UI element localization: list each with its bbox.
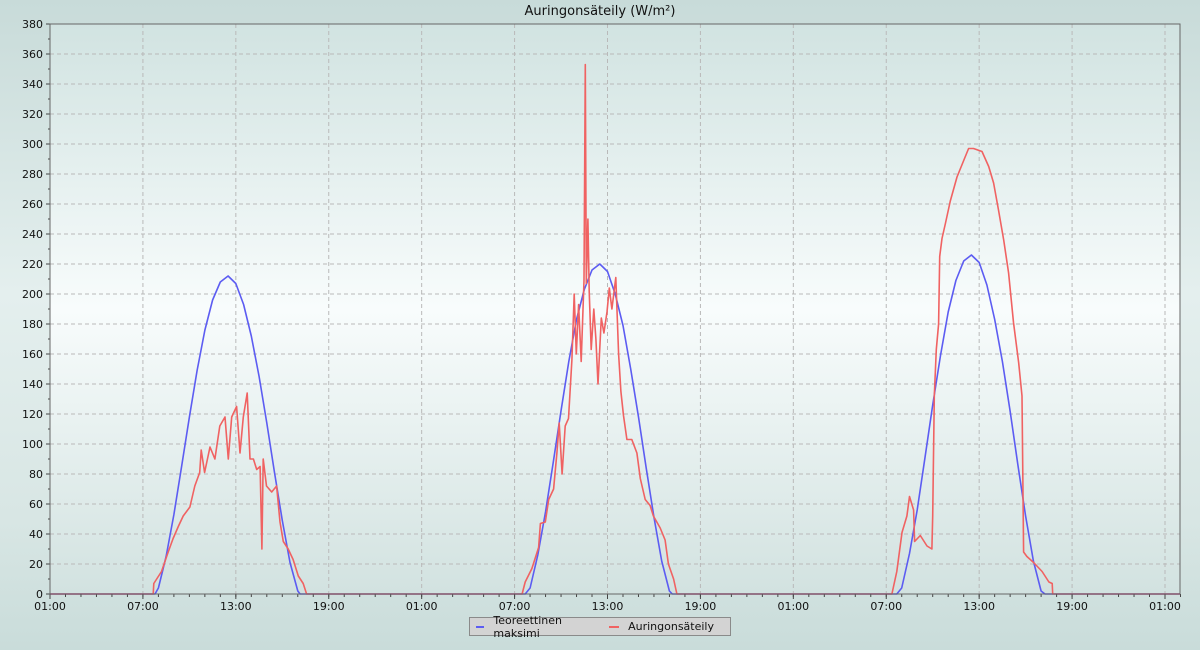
x-tick-label: 07:00 — [127, 600, 159, 613]
y-tick-label: 240 — [22, 228, 43, 241]
x-tick-label: 13:00 — [592, 600, 624, 613]
legend-item-theoretical-max: Teoreettinen maksimi — [476, 614, 593, 640]
series-line-solar-radiation — [50, 63, 1181, 595]
y-tick-label: 320 — [22, 108, 43, 121]
legend-label: Auringonsäteily — [628, 620, 714, 633]
y-tick-label: 20 — [29, 558, 43, 571]
legend: Teoreettinen maksimi Auringonsäteily — [469, 614, 731, 640]
x-tick-label: 19:00 — [685, 600, 717, 613]
legend-swatch-blue — [476, 625, 485, 628]
y-tick-label: 40 — [29, 528, 43, 541]
x-tick-label: 13:00 — [963, 600, 995, 613]
y-tick-label: 100 — [22, 438, 43, 451]
y-tick-label: 340 — [22, 78, 43, 91]
y-tick-label: 140 — [22, 378, 43, 391]
y-tick-label: 80 — [29, 468, 43, 481]
x-tick-label: 13:00 — [220, 600, 252, 613]
y-tick-label: 220 — [22, 258, 43, 271]
x-tick-label: 01:00 — [406, 600, 438, 613]
x-tick-label: 07:00 — [499, 600, 531, 613]
x-tick-label: 19:00 — [313, 600, 345, 613]
y-tick-label: 200 — [22, 288, 43, 301]
x-tick-label: 01:00 — [777, 600, 809, 613]
y-tick-label: 0 — [36, 588, 43, 601]
y-tick-label: 120 — [22, 408, 43, 421]
legend-item-solar-radiation: Auringonsäteily — [609, 620, 714, 633]
chart-title: Auringonsäteily (W/m²) — [525, 4, 676, 19]
y-tick-label: 180 — [22, 318, 43, 331]
x-tick-label: 19:00 — [1056, 600, 1088, 613]
legend-swatch-red — [609, 625, 620, 628]
y-tick-label: 60 — [29, 498, 43, 511]
axes: 0 20 40 60 80 100 120 140 160 180 200 220 240 260 280 3… — [22, 18, 1181, 613]
plot-area — [50, 24, 1180, 594]
x-tick-label: 07:00 — [870, 600, 902, 613]
x-tick-label: 01:00 — [1149, 600, 1181, 613]
x-tick-label: 01:00 — [34, 600, 66, 613]
series-lines — [50, 63, 1181, 595]
plot-frame — [49, 23, 1181, 595]
y-tick-label: 260 — [22, 198, 43, 211]
series-line-theoretical-max — [50, 254, 1181, 595]
y-tick-label: 300 — [22, 138, 43, 151]
legend-label: Teoreettinen maksimi — [493, 613, 562, 640]
y-tick-label: 280 — [22, 168, 43, 181]
y-tick-label: 380 — [22, 18, 43, 31]
y-tick-label: 360 — [22, 48, 43, 61]
y-tick-label: 160 — [22, 348, 43, 361]
